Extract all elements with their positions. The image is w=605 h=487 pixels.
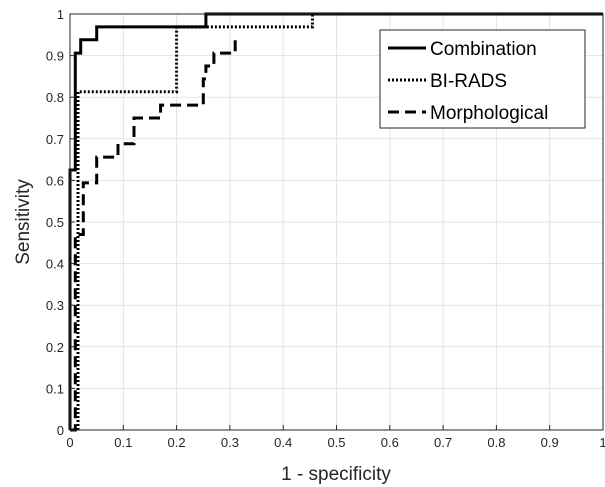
y-tick-label: 0.3	[46, 298, 64, 313]
x-tick-label: 0.8	[487, 435, 505, 450]
x-axis-label: 1 - specificity	[281, 464, 391, 485]
x-tick-label: 0.6	[381, 435, 399, 450]
y-tick-label: 0.2	[46, 340, 64, 355]
x-tick-label: 0.3	[221, 435, 239, 450]
y-tick-label: 0.6	[46, 173, 64, 188]
legend-label-combination: Combination	[430, 39, 537, 60]
y-tick-label: 0.9	[46, 49, 64, 64]
x-tick-label: 0	[66, 435, 73, 450]
series-line-morphological	[70, 39, 237, 432]
x-tick-label: 0.5	[327, 435, 345, 450]
legend-label-morphological: Morphological	[430, 103, 548, 124]
y-tick-label: 0.7	[46, 132, 64, 147]
y-axis-label: Sensitivity	[13, 179, 34, 265]
y-tick-label: 0.1	[46, 381, 64, 396]
y-tick-label: 0.4	[46, 257, 64, 272]
y-tick-label: 0.8	[46, 90, 64, 105]
legend-label-birads: BI-RADS	[430, 71, 507, 92]
series-lines	[68, 12, 603, 432]
x-tick-label: 0.2	[168, 435, 186, 450]
series-line-combination	[68, 12, 603, 430]
series-line-bi-rads	[70, 12, 603, 432]
legend: Combination BI-RADS Morphological	[379, 29, 586, 129]
x-tick-label: 0.9	[541, 435, 559, 450]
x-tick-label: 0.4	[274, 435, 292, 450]
y-tick-label: 0	[57, 423, 64, 438]
axis-ticks: 0 0.1 0.2 0.3 0.4 0.5 0.6 0.7 0.8 0.9 1 0 0.1 0.2 0.3 0…	[46, 7, 605, 450]
y-tick-label: 0.5	[46, 215, 64, 230]
x-tick-label: 0.7	[434, 435, 452, 450]
x-tick-label: 1	[599, 435, 605, 450]
x-tick-label: 0.1	[114, 435, 132, 450]
y-tick-label: 1	[57, 7, 64, 22]
